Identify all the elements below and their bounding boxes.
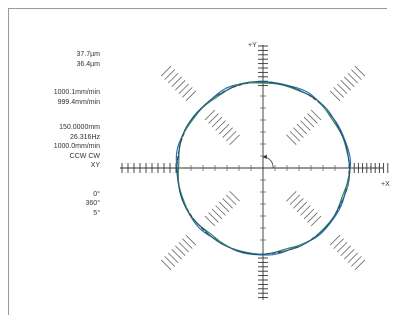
start-angle: 0°: [93, 190, 100, 198]
trace-group: [175, 81, 352, 256]
diagonal-tick: [175, 80, 186, 91]
diagonal-tick: [340, 80, 351, 91]
diagonal-tick: [333, 238, 344, 249]
radius-value: 150.0000mm: [59, 124, 100, 131]
diagonal-tick: [307, 212, 318, 223]
diagonal-tick: [300, 120, 311, 131]
measurement-panel: 37.7µm 36.4µm 1000.1mm/min 999.4mm/min 1…: [14, 50, 100, 218]
diagonal-tick: [211, 116, 223, 128]
diagonal-tick: [175, 245, 186, 256]
diagonal-tick: [303, 116, 315, 128]
diagonal-tick-groups: [160, 65, 366, 271]
diagonal-tick: [208, 212, 219, 223]
diagonal-tick: [300, 205, 311, 216]
diagonal-tick: [351, 69, 362, 80]
diagonal-tick: [171, 249, 182, 260]
diagonal-tick: [167, 252, 179, 264]
diagonal-tick: [225, 194, 237, 206]
diagonal-tick: [218, 201, 230, 213]
direction-arrow-head-icon: [263, 154, 267, 159]
diagonal-tick: [204, 109, 216, 121]
diagonal-tick: [347, 72, 359, 84]
diagonal-tick: [215, 120, 226, 131]
trace-overlay: [176, 81, 350, 255]
diagonal-tick: [185, 234, 197, 246]
diagonal-tick: [218, 123, 230, 135]
diagonal-tick: [289, 130, 301, 142]
diagonal-tick: [164, 69, 175, 80]
plane-value: XY: [90, 162, 100, 169]
diagonal-tick: [307, 113, 318, 124]
diagonal-tick: [340, 245, 351, 256]
diagonal-tick: [296, 123, 308, 135]
diagonal-tick: [185, 90, 197, 102]
diagonal-tick: [171, 76, 182, 87]
feedrate-value: 1000.0mm/min: [53, 143, 100, 150]
diagonal-tick: [296, 201, 308, 213]
diagonal-tick: [167, 72, 179, 84]
diagonal-tick: [182, 238, 193, 249]
diagonal-tick: [336, 83, 348, 95]
circularity-min: 36.4µm: [76, 60, 101, 68]
frequency-value: 26.316Hz: [70, 133, 100, 141]
diagonal-tick: [289, 194, 301, 206]
diagonal-tick: [354, 259, 366, 271]
diagonal-tick: [182, 87, 193, 98]
diagonal-tick: [329, 234, 341, 246]
x-axis-label: +X: [381, 181, 390, 188]
direction-value: CCW CW: [69, 152, 100, 160]
diagonal-tick: [293, 127, 304, 138]
diagonal-tick: [208, 113, 219, 124]
diagonal-tick: [225, 130, 237, 142]
diagonal-tick: [310, 109, 322, 121]
diagonal-tick: [229, 191, 240, 202]
diagonal-tick: [222, 198, 233, 209]
diagonal-tick: [347, 252, 359, 264]
diagonal-tick: [211, 208, 223, 220]
diagonal-tick: [222, 127, 233, 138]
diagonal-tick: [229, 134, 240, 145]
diagonal-tick: [178, 241, 190, 253]
feedrate-measured-2: 999.4mm/min: [57, 98, 100, 106]
overshoot-angle: 5°: [93, 209, 100, 217]
diagonal-tick: [310, 215, 322, 227]
diagonal-tick: [293, 198, 304, 209]
diagonal-tick: [354, 65, 366, 77]
diagonal-tick: [160, 65, 172, 77]
circularity-max: 37.7µm: [76, 51, 101, 58]
diagonal-tick: [164, 256, 175, 267]
diagonal-tick: [329, 90, 341, 102]
diagonal-tick: [286, 134, 297, 145]
end-angle: 360°: [85, 200, 100, 207]
diagonal-tick: [344, 249, 355, 260]
diagonal-tick: [351, 256, 362, 267]
diagonal-tick: [333, 87, 344, 98]
diagonal-tick: [215, 205, 226, 216]
diagonal-tick: [178, 83, 190, 95]
diagonal-tick: [160, 259, 172, 271]
diagonal-tick: [204, 215, 216, 227]
diagonal-tick: [336, 241, 348, 253]
feedrate-measured-1: 1000.1mm/min: [53, 89, 100, 96]
ballbar-plot-window: [8, 8, 387, 315]
diagonal-tick: [344, 76, 355, 87]
direction-arrow-icon: [262, 156, 274, 169]
y-axis-label: +Y: [248, 42, 257, 49]
diagonal-tick: [286, 191, 297, 202]
diagonal-tick: [303, 208, 315, 220]
